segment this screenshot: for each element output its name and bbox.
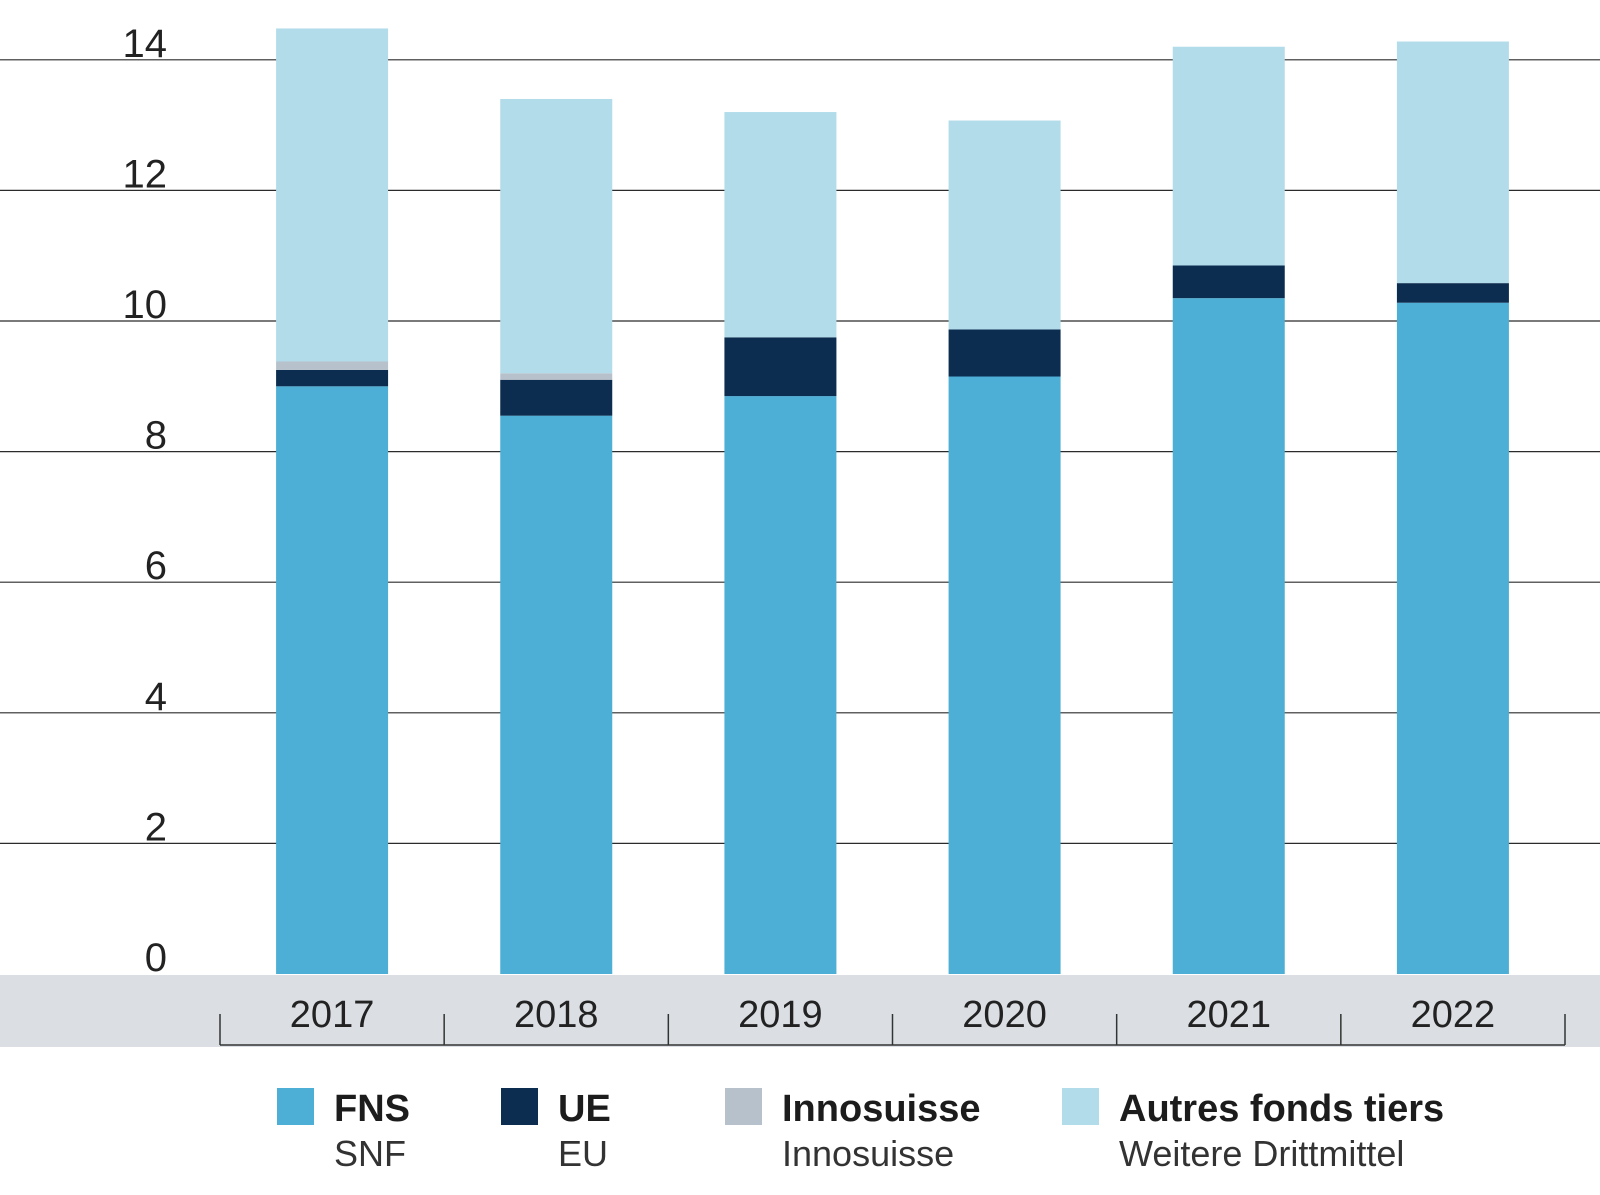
y-tick-label: 14 <box>123 22 168 66</box>
x-tick-label: 2017 <box>290 994 375 1036</box>
bar-segment-fns <box>276 386 389 974</box>
legend-sublabel-ue: EU <box>558 1133 609 1174</box>
bar-segment-ue <box>948 329 1061 377</box>
stacked-bar-chart: 0 2 4 6 8 10 12 14 2017 2018 2019 2020 2021 2022 <box>0 22 1600 1047</box>
legend-swatch-innosuisse <box>725 1088 762 1125</box>
y-tick-label: 2 <box>145 805 167 849</box>
bar-segment-ue <box>500 379 613 416</box>
x-tick-label: 2018 <box>514 994 599 1036</box>
x-tick-label: 2021 <box>1186 994 1271 1036</box>
bar-segment-autres-fonds-tiers <box>948 120 1061 330</box>
bar-segment-fns <box>500 415 613 974</box>
legend-sublabel-innosuisse: Innosuisse <box>782 1133 955 1174</box>
x-axis-band <box>0 975 1600 1047</box>
y-tick-label: 10 <box>123 283 168 327</box>
legend-label-autres-fonds-tiers: Autres fonds tiers <box>1119 1088 1445 1130</box>
bar-segment-autres-fonds-tiers <box>500 98 613 374</box>
x-tick-label: 2019 <box>738 994 823 1036</box>
y-tick-label: 6 <box>145 544 167 588</box>
bar-segment-autres-fonds-tiers <box>1396 41 1509 284</box>
legend-sublabel-autres-fonds-tiers: Weitere Drittmittel <box>1119 1133 1405 1174</box>
legend-swatch-autres-fonds-tiers <box>1062 1088 1099 1125</box>
bar-segment-autres-fonds-tiers <box>1172 46 1285 266</box>
legend: FNS SNF UE EU Innosuisse Innosuisse Autr… <box>0 1088 1600 1188</box>
bar-segment-ue <box>724 337 837 397</box>
bar-segment-fns <box>1172 298 1285 974</box>
x-tick-label: 2020 <box>962 994 1047 1036</box>
bar-segment-autres-fonds-tiers <box>276 28 389 362</box>
y-tick-labels: 0 2 4 6 8 10 12 14 <box>123 22 168 980</box>
bars <box>276 28 1509 975</box>
legend-sublabel-fns: SNF <box>334 1133 406 1174</box>
bar-segment-ue <box>1172 265 1285 299</box>
legend-label-fns: FNS <box>334 1088 410 1130</box>
bar-segment-innosuisse <box>500 373 613 380</box>
y-tick-label: 4 <box>145 675 167 719</box>
y-tick-label: 0 <box>145 936 167 980</box>
x-tick-label: 2022 <box>1411 994 1496 1036</box>
legend-label-ue: UE <box>558 1088 611 1130</box>
bar-segment-fns <box>948 376 1061 974</box>
y-tick-label: 8 <box>145 414 167 458</box>
bar-segment-fns <box>724 396 837 975</box>
bar-segment-autres-fonds-tiers <box>724 112 837 338</box>
legend-swatch-fns <box>277 1088 314 1125</box>
bar-segment-innosuisse <box>276 361 389 370</box>
y-tick-label: 12 <box>123 152 168 196</box>
legend-label-innosuisse: Innosuisse <box>782 1088 981 1130</box>
x-axis: 2017 2018 2019 2020 2021 2022 <box>219 994 1566 1046</box>
bar-segment-fns <box>1396 302 1509 974</box>
bar-segment-ue <box>1396 283 1509 303</box>
bar-segment-ue <box>276 369 389 387</box>
legend-swatch-ue <box>501 1088 538 1125</box>
